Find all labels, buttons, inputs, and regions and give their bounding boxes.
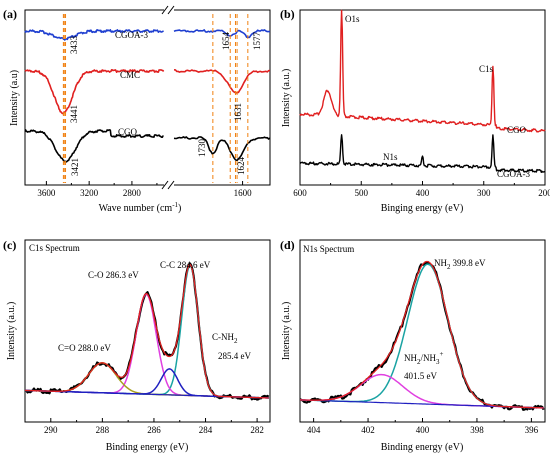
panel-a: (a) 3600 3200 2800 1600 CGOA-3 CMC CGO 3433…	[3, 5, 271, 214]
series-line-cgo	[173, 136, 271, 162]
component-label-cc: C-C 284.6 eV	[160, 260, 211, 270]
x-tick-label: 404	[307, 425, 321, 435]
panel-c: (c) C1s Spectrum 290 288 286 284 282 C-C 284…	[3, 238, 271, 453]
peak-label: 1654	[221, 32, 231, 51]
component-label-nh2-nh3: NH2/NH3+	[404, 350, 444, 366]
x-tick-label: 400	[416, 425, 430, 435]
x-axis-label: Binding energy (eV)	[106, 442, 189, 453]
series-line-cgoa3	[299, 134, 546, 173]
panel-a-label: (a)	[3, 7, 17, 21]
peak-label: 3433	[69, 36, 79, 55]
peak-label: 3421	[70, 158, 80, 176]
series-label-cgo: CGO	[118, 127, 138, 137]
x-axis-label: Binging energy (eV)	[381, 203, 464, 214]
x-tick-label: 290	[44, 425, 58, 435]
series-line-cgo	[24, 129, 164, 163]
axis-break-mark	[161, 180, 169, 190]
spectrum-raw-data	[299, 260, 545, 411]
fitted-envelope	[25, 263, 269, 399]
x-tick-label: 200	[538, 188, 550, 198]
component-label-c-double-o: C=O 288.0 eV	[58, 343, 111, 353]
component-label-co: C-O 286.3 eV	[88, 270, 139, 280]
axis-break-gap-top	[164, 6, 174, 14]
series-line-cgo	[299, 9, 546, 133]
series-line-cmc	[173, 69, 271, 94]
x-tick-label: 300	[477, 188, 491, 198]
series-label-cgoa3: CGOA-3	[497, 169, 530, 179]
x-tick-label: 398	[470, 425, 484, 435]
y-axis-label: Intensity (a.u.)	[6, 302, 17, 361]
series-line-cmc	[24, 69, 165, 115]
component-label-nh2: NH2 399.8 eV	[434, 258, 486, 271]
x-tick-label: 396	[525, 425, 539, 435]
x-tick-label: 400	[416, 188, 430, 198]
y-axis-label: Intensity (a.u.)	[281, 302, 292, 361]
component-label-cnh2-value: 285.4 eV	[218, 351, 251, 361]
component-label-cnh2: C-NH2	[212, 332, 238, 345]
fitted-envelope	[300, 260, 544, 409]
spectrum-title: C1s Spectrum	[29, 243, 80, 253]
x-tick-label: 3600	[37, 188, 56, 198]
x-tick-label: 1600	[234, 188, 253, 198]
component-peak	[300, 263, 544, 409]
panel-d-label: (d)	[280, 238, 295, 252]
component-label-nh3-value: 401.5 eV	[404, 371, 437, 381]
x-axis-label: Wave number (cm-1)	[99, 201, 182, 214]
x-tick-label: 284	[199, 425, 213, 435]
x-tick-label: 402	[361, 425, 375, 435]
panel-c-frame	[24, 239, 271, 423]
series-label-cgo: CGO	[507, 125, 527, 135]
peak-label: 1631	[233, 103, 243, 121]
panel-d: (d) N1s Spectrum 404 402 400 398 396 NH2 399.…	[280, 238, 546, 453]
x-tick-label: 500	[355, 188, 369, 198]
y-axis-label: Intensity (a.u)	[9, 70, 20, 126]
peak-label: 3441	[69, 105, 79, 123]
axis-break-mark	[161, 5, 169, 15]
panel-b-label: (b)	[280, 7, 295, 21]
x-tick-label: 286	[147, 425, 161, 435]
annotation-n1s: N1s	[383, 152, 398, 162]
series-line-cgoa3	[173, 29, 271, 39]
panel-d-frame	[299, 239, 546, 423]
panel-b: (b) 600 500 400 300 200 O1s C1s N1s CGO CGOA…	[280, 7, 550, 214]
y-axis-label: Intensity (a.u.)	[281, 69, 292, 128]
peak-label: 1624	[236, 157, 246, 176]
panel-c-label: (c)	[3, 238, 16, 252]
spectrum-title: N1s Spectrum	[303, 244, 354, 254]
x-axis-label: Binding energy (eV)	[381, 442, 464, 453]
x-tick-label: 282	[250, 425, 264, 435]
peak-label: 1730	[197, 139, 207, 158]
panel-a-frame	[24, 9, 271, 186]
axis-break-mark	[167, 180, 175, 190]
series-label-cgoa3: CGOA-3	[115, 30, 148, 40]
axis-break-gap	[164, 181, 174, 189]
annotation-o1s: O1s	[345, 14, 360, 24]
series-line-cgoa3	[24, 29, 164, 41]
axis-break-mark	[167, 5, 175, 15]
x-tick-label: 288	[96, 425, 110, 435]
annotation-c1s: C1s	[479, 64, 494, 74]
x-tick-label: 2800	[123, 188, 142, 198]
peak-label: 1577	[252, 32, 262, 51]
x-tick-label: 3200	[80, 188, 99, 198]
x-tick-label: 600	[293, 188, 307, 198]
series-label-cmc: CMC	[120, 70, 140, 80]
